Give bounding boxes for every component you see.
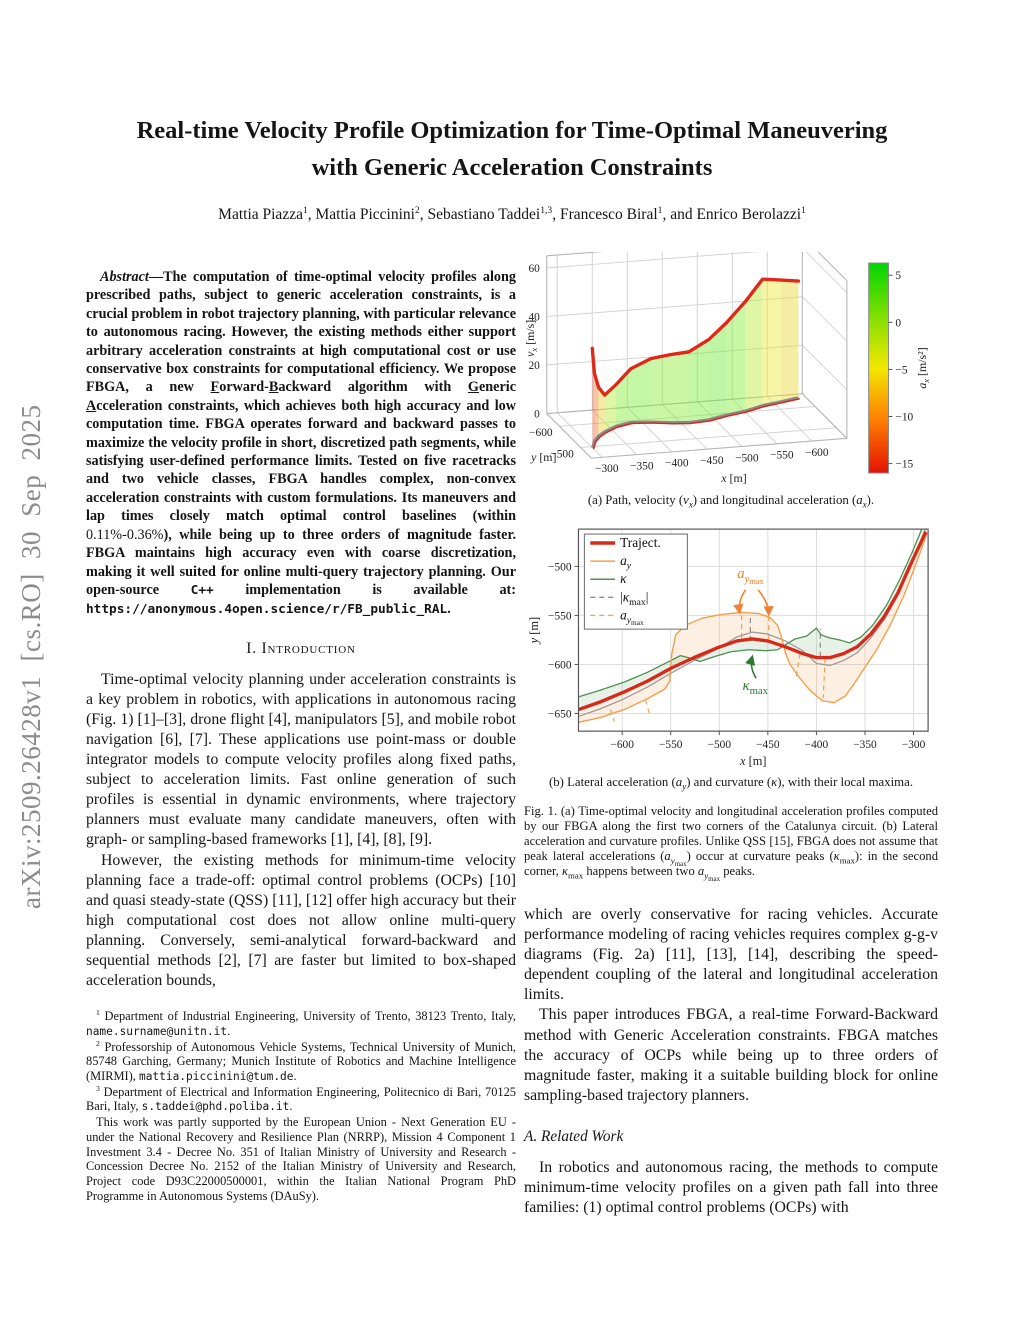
annotation-kappa-max: κmax: [742, 654, 769, 697]
svg-text:−600: −600: [548, 659, 572, 671]
figure-1a-caption: (a) Path, velocity (vx) and longitudinal…: [587, 493, 875, 510]
axis-tick-labels: −300 −350 −400 −450 −500 −550 −600 −500 −600 0 20 4…: [528, 263, 828, 475]
svg-text:20: 20: [528, 360, 540, 372]
svg-text:−500: −500: [548, 561, 572, 573]
paper-title: Real-time Velocity Profile Optimization …: [0, 112, 1024, 186]
svg-text:−600: −600: [805, 447, 829, 459]
svg-text:−500: −500: [735, 452, 759, 464]
x-axis-label: x [m]: [720, 471, 746, 485]
ay-max-dash: [822, 658, 826, 698]
figure-1-main-caption: Fig. 1. (a) Time-optimal velocity and lo…: [524, 804, 938, 883]
ay-max-dash: [644, 699, 650, 714]
svg-text:60: 60: [528, 263, 540, 275]
body-paragraph-3: In robotics and autonomous racing, the m…: [524, 1158, 938, 1217]
svg-text:−350: −350: [630, 460, 654, 472]
svg-text:−400: −400: [805, 739, 829, 751]
subsection-heading-related-work: A. Related Work: [524, 1127, 624, 1145]
colorbar: 5 0 −5 −10 −15 ax [m/s²]: [868, 262, 931, 474]
svg-text:0: 0: [895, 317, 901, 329]
abstract-paragraph: Abstract—The computation of time-optimal…: [86, 269, 516, 618]
svg-text:−5: −5: [895, 364, 907, 376]
paper-title-line-1: Real-time Velocity Profile Optimization …: [136, 117, 888, 144]
figure-1b-caption: (b) Lateral acceleration (ay) and curvat…: [548, 775, 914, 792]
ground-path: [591, 396, 800, 450]
colorbar-label: ax [m/s²]: [915, 347, 931, 388]
ay-curve: [578, 532, 928, 724]
velocity-curve: [590, 277, 801, 397]
svg-text:−500: −500: [550, 448, 574, 460]
footnote-1: 1 Department of Industrial Engineering, …: [86, 1008, 516, 1038]
footnote-2: 2 Professorship of Autonomous Vehicle Sy…: [86, 1038, 516, 1084]
svg-text:−550: −550: [770, 450, 794, 462]
ay-max-dash: [609, 709, 615, 722]
y-axis-label: y [m]: [530, 450, 556, 464]
footnote-funding: This work was partly supported by the Eu…: [86, 1115, 516, 1203]
svg-text:κmax: κmax: [742, 678, 768, 697]
svg-text:−300: −300: [595, 463, 619, 475]
svg-text:−400: −400: [665, 458, 689, 470]
intro-paragraph-1: Time-optimal velocity planning under acc…: [86, 670, 516, 849]
acceleration-curtain: [592, 279, 799, 448]
svg-text:ay: ay: [620, 553, 632, 571]
legend: Traject. ayκ |κmax|aymax: [583, 533, 688, 630]
svg-text:−600: −600: [610, 739, 634, 751]
y-axis-label: y [m]: [527, 617, 541, 645]
footnotes-block: 1 Department of Industrial Engineering, …: [86, 1009, 516, 1203]
svg-text:−450: −450: [756, 739, 780, 751]
intro-paragraph-2: However, the existing methods for minimu…: [86, 851, 516, 990]
section-heading-introduction: I. Introduction: [246, 639, 356, 657]
svg-text:−550: −550: [659, 739, 683, 751]
svg-text:−350: −350: [853, 739, 877, 751]
annotation-ay-max: aymax: [733, 566, 774, 617]
plot-grid: [546, 235, 848, 459]
x-axis-label: x [m]: [739, 754, 766, 768]
arxiv-watermark: arXiv:2509.26428v1 [cs.RO] 30 Sep 2025: [16, 404, 46, 910]
svg-text:aymax: aymax: [737, 566, 763, 586]
body-paragraph-2: This paper introduces FBGA, a real-time …: [524, 1006, 938, 1104]
svg-text:−500: −500: [708, 739, 732, 751]
svg-text:−650: −650: [548, 708, 572, 720]
paper-title-line-2: with Generic Acceleration Constraints: [311, 154, 713, 181]
ay-band: [578, 533, 928, 723]
svg-text:0: 0: [534, 409, 540, 421]
svg-text:−600: −600: [529, 427, 553, 439]
z-axis-label: vx [m/s]: [524, 320, 539, 357]
figure-1a-3d-velocity-plot: −300 −350 −400 −450 −500 −550 −600−500−6000204…: [523, 235, 931, 485]
repository-url-link[interactable]: https://anonymous.4open.science/r/FB_pub…: [86, 602, 448, 618]
svg-text:40: 40: [528, 311, 540, 323]
axis-tick-labels: −600 −550 −500 −450 −400 −350 −300 −500 −550 −600…: [548, 561, 926, 751]
figure-1b-lateral-acceleration-plot: −600 −550 −500 −450 −400 −350 −300 −500 −550 −600…: [527, 528, 929, 768]
svg-text:|κmax|: |κmax|: [620, 589, 648, 607]
svg-text:−450: −450: [700, 455, 724, 467]
svg-text:5: 5: [895, 270, 901, 282]
svg-text:−10: −10: [895, 411, 913, 423]
svg-text:Traject.: Traject.: [620, 535, 661, 550]
plot-border: [577, 528, 929, 732]
svg-text:−15: −15: [895, 459, 913, 471]
svg-text:−300: −300: [902, 739, 926, 751]
svg-text:κ: κ: [620, 571, 627, 586]
kappa-band: [578, 529, 926, 710]
figure-1: −300 −350 −400 −450 −500 −550 −600 −500 −600 0 20 4…: [523, 235, 938, 883]
right-column: −300 −350 −400 −450 −500 −550 −600 −500 −600 0 20 4…: [523, 235, 938, 1218]
author-line: Mattia Piazza1, Mattia Piccinini2, Sebas…: [218, 204, 806, 223]
svg-text:aymax: aymax: [620, 607, 644, 626]
body-paragraph-1: which are overly conservative for racing…: [524, 906, 938, 1004]
left-column: Abstract—The computation of time-optimal…: [86, 268, 516, 1203]
svg-text:−550: −550: [548, 610, 572, 622]
trajectory-curve: [578, 531, 927, 712]
footnote-3: 3 Department of Electrical and Informati…: [86, 1083, 516, 1114]
kappa-curve: [578, 529, 923, 698]
